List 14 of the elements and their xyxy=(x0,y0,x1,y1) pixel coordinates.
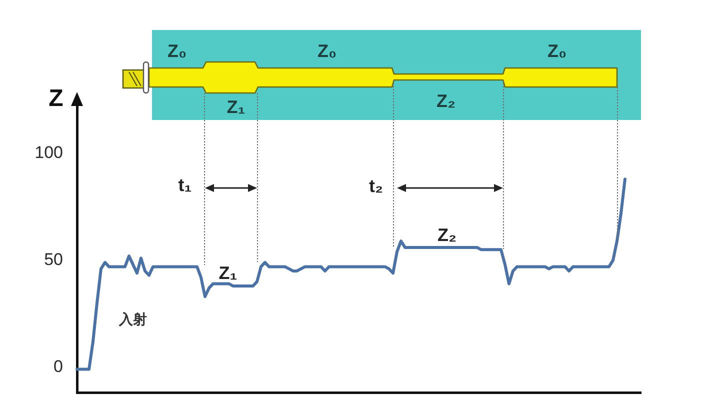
text: Z₀ xyxy=(547,41,567,61)
annotation: Z₂ xyxy=(436,91,456,111)
annotation: Z₂ xyxy=(438,225,456,245)
y-tick-label: 50 xyxy=(44,250,63,269)
y-tick-label: 100 xyxy=(34,143,63,162)
annotation: t₁ xyxy=(178,175,192,195)
text: Z₀ xyxy=(167,41,187,61)
text: Z₀ xyxy=(317,41,337,61)
annotation: t₂ xyxy=(369,176,383,196)
y-axis-title: Z xyxy=(48,85,64,112)
annotation: Z₁ xyxy=(226,97,246,117)
annotation: 入射 xyxy=(119,311,147,327)
y-tick-label: 0 xyxy=(54,356,63,376)
annotation: Z₁ xyxy=(218,263,238,283)
